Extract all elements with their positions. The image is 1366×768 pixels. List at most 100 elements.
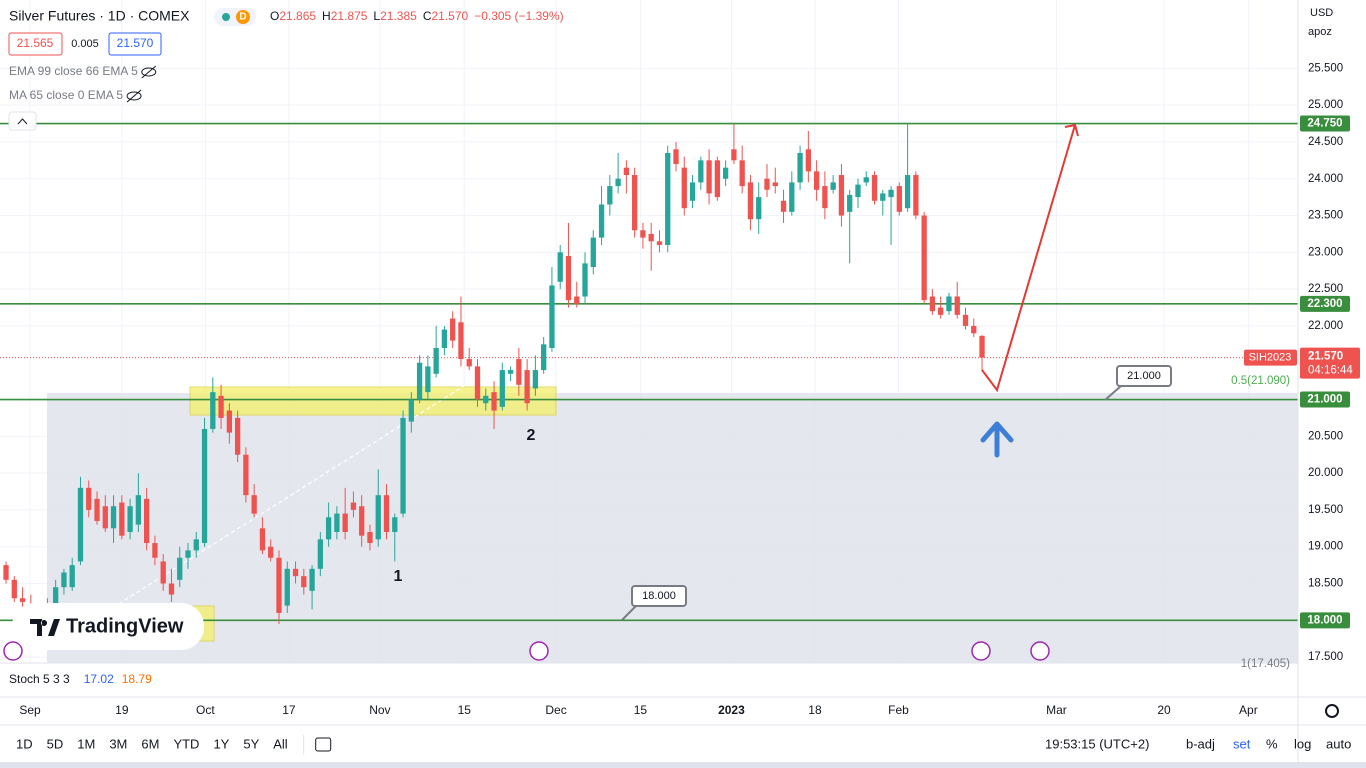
y-tick-label: 23.000 — [1308, 246, 1343, 258]
date-range-icon[interactable] — [315, 737, 332, 752]
candle-body — [871, 175, 878, 201]
level-label: 21.000 — [1307, 394, 1342, 406]
scale-option[interactable]: % — [1266, 736, 1278, 751]
candle-body — [772, 182, 778, 187]
candle-body — [284, 568, 290, 606]
candle-body — [648, 233, 654, 242]
candle-body — [94, 498, 100, 521]
candle-body — [367, 531, 373, 544]
bid: 21.565 — [17, 36, 54, 50]
candle-body — [797, 152, 803, 183]
y-tick-label: 20.500 — [1308, 430, 1343, 442]
settings-icon[interactable] — [1325, 704, 1339, 718]
candle-body — [516, 359, 522, 385]
x-tick-label: Sep — [19, 703, 41, 717]
event-icon[interactable] — [1030, 641, 1050, 661]
range-button[interactable]: 1M — [77, 736, 95, 751]
candle-body — [334, 513, 340, 532]
candle-body — [532, 370, 539, 389]
level-badge — [1300, 391, 1350, 408]
scale-option[interactable]: set — [1233, 736, 1251, 751]
candle-body — [292, 568, 299, 577]
candle-body — [623, 167, 630, 176]
indicator: MA 65 close 0 EMA 5 — [9, 88, 123, 102]
x-tick-label: 15 — [458, 703, 472, 717]
range-button[interactable]: 6M — [141, 736, 159, 751]
range-button[interactable]: YTD — [173, 736, 199, 751]
candle-body — [400, 417, 406, 514]
candle-body — [549, 285, 555, 348]
candle-body — [160, 561, 166, 584]
candle-body — [433, 348, 439, 374]
ask-box[interactable] — [108, 32, 162, 56]
range-button[interactable]: 3M — [109, 736, 127, 751]
scale-option[interactable]: b-adj — [1186, 736, 1215, 751]
symbol-label: SIH2023 — [1249, 351, 1292, 363]
candle-body — [119, 502, 125, 536]
x-tick-label: 20 — [1157, 703, 1171, 717]
y-tick-label: 18.500 — [1308, 578, 1343, 590]
spread: 0.005 — [71, 38, 99, 50]
currency[interactable]: USD — [1310, 7, 1333, 19]
range-button[interactable]: 5D — [47, 736, 64, 751]
unit[interactable]: apoz — [1308, 26, 1332, 38]
candle-body — [152, 543, 158, 558]
level-badge — [1300, 295, 1350, 312]
candle-body — [259, 528, 266, 551]
candle-body — [557, 252, 563, 282]
candle-body — [830, 182, 836, 190]
bid-box[interactable] — [8, 32, 63, 56]
scale-option[interactable]: auto — [1326, 736, 1351, 751]
event-icon[interactable] — [3, 641, 23, 661]
ohlc-key: H — [322, 9, 331, 23]
candle-body — [938, 307, 944, 315]
level-label: 22.300 — [1307, 298, 1342, 310]
candle-body — [102, 506, 108, 529]
candle-body — [913, 175, 919, 216]
candle-body — [69, 565, 75, 588]
candle-body — [458, 322, 464, 360]
candle-body — [474, 366, 481, 400]
x-tick-label: 2023 — [718, 703, 745, 717]
y-tick-label: 23.500 — [1308, 210, 1343, 222]
candle-body — [425, 366, 431, 393]
candle-body — [954, 296, 960, 315]
callout-pointer — [621, 605, 637, 621]
candle-body — [747, 182, 754, 220]
event-icon[interactable] — [529, 641, 549, 661]
candle-body — [780, 200, 787, 212]
range-button[interactable]: 5Y — [243, 736, 259, 751]
candle-body — [615, 178, 621, 187]
candle-body — [962, 314, 969, 326]
scale-option[interactable]: log — [1294, 736, 1311, 751]
hidden-icon[interactable] — [126, 91, 142, 101]
y-tick-label: 25.500 — [1308, 62, 1343, 74]
status-dot — [222, 13, 230, 21]
countdown: 04:16:44 — [1308, 365, 1353, 377]
candle-body — [946, 296, 952, 312]
hidden-icon[interactable] — [141, 67, 157, 77]
candle-body — [805, 149, 811, 172]
x-tick-label: Oct — [196, 703, 215, 717]
candle-body — [218, 395, 224, 418]
x-tick-label: 18 — [808, 703, 822, 717]
candle-body — [921, 215, 927, 301]
event-icons — [3, 641, 1050, 661]
candle-body — [524, 370, 530, 404]
stoch-k: 17.02 — [84, 672, 114, 686]
candle-body — [491, 392, 497, 411]
x-tick-label: Mar — [1046, 703, 1067, 717]
range-button[interactable]: All — [273, 736, 288, 751]
candle-body — [3, 565, 9, 580]
candle-body — [582, 263, 588, 297]
collapse-button[interactable] — [8, 111, 37, 131]
event-icon[interactable] — [971, 641, 991, 661]
candle-body — [441, 329, 448, 348]
stoch-d: 18.79 — [122, 672, 152, 686]
candle-body — [276, 557, 282, 613]
x-tick-label: Dec — [545, 703, 566, 717]
logo-box — [12, 603, 204, 650]
candle-body — [375, 495, 381, 540]
range-button[interactable]: 1Y — [213, 736, 229, 751]
range-button[interactable]: 1D — [16, 736, 33, 751]
